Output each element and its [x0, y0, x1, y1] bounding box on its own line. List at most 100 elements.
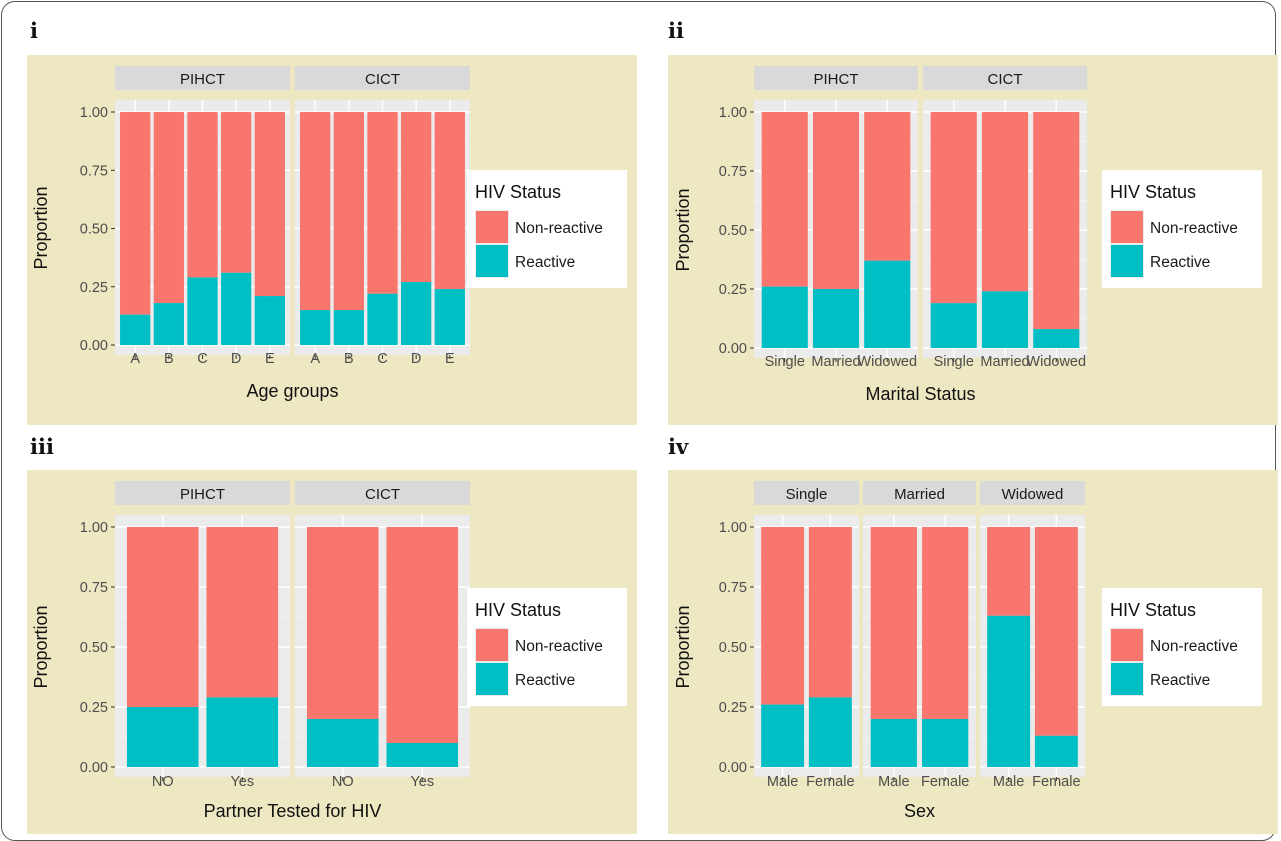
- x-tick-label: E: [265, 351, 275, 367]
- bar-segment-reactive: [120, 314, 151, 345]
- bar-segment-non-reactive: [120, 112, 151, 315]
- y-tick-label: 0.75: [80, 580, 108, 596]
- facet-strip: [295, 66, 470, 90]
- bar-segment-reactive: [1034, 735, 1078, 767]
- chart-panel-i: PIHCT A B C D E CICT A B C D E 0.00 0.25 0.50 0.75 1.00 A…: [27, 55, 637, 425]
- bar-segment-reactive: [126, 707, 199, 767]
- y-axis-title: Proportion: [673, 605, 693, 688]
- legend-title: HIV Status: [475, 600, 561, 620]
- x-tick-label: A: [310, 351, 320, 367]
- legend-entry-label: Reactive: [515, 672, 575, 689]
- facet-strip-label: CICT: [365, 486, 400, 503]
- x-tick-label: Single: [765, 354, 805, 370]
- bar-segment-reactive: [333, 310, 364, 345]
- facet-strip: [754, 66, 918, 90]
- x-tick-label: B: [344, 351, 354, 367]
- bar-segment-reactive: [1033, 329, 1080, 348]
- bar-segment-non-reactive: [333, 112, 364, 311]
- bar-segment-non-reactive: [1034, 527, 1078, 736]
- legend-title: HIV Status: [1110, 600, 1196, 620]
- bar-segment-reactive: [930, 303, 977, 348]
- legend-entry-label: Reactive: [1150, 672, 1210, 689]
- y-tick-label: 1.00: [80, 520, 108, 536]
- bar-segment-reactive: [761, 704, 805, 767]
- y-tick-label: 0.00: [719, 341, 747, 357]
- bar-segment-reactive: [761, 286, 808, 348]
- y-tick-label: 0.50: [719, 640, 747, 656]
- bar-segment-reactive: [864, 260, 911, 348]
- x-tick-label: NO: [152, 774, 174, 790]
- bar-segment-non-reactive: [367, 112, 398, 294]
- bar-segment-reactive: [981, 291, 1029, 348]
- y-tick-label: 0.25: [80, 700, 108, 716]
- facet-strip-label: PIHCT: [180, 71, 225, 88]
- facet-strip: [980, 481, 1085, 505]
- y-tick-label: 0.00: [719, 760, 747, 776]
- y-tick-label: 0.00: [80, 338, 108, 354]
- x-tick-label: Married: [811, 354, 860, 370]
- bar-segment-reactive: [386, 743, 459, 767]
- y-tick-label: 1.00: [719, 520, 747, 536]
- facet-strip-label: PIHCT: [814, 71, 859, 88]
- x-axis-title: Sex: [904, 801, 935, 821]
- legend-entry-label: Non-reactive: [1150, 220, 1238, 237]
- y-tick-label: 0.00: [80, 760, 108, 776]
- facet-strip: [863, 481, 976, 505]
- y-tick-label: 1.00: [80, 105, 108, 121]
- x-tick-label: Widowed: [1026, 354, 1086, 370]
- legend-key-reactive: [476, 245, 508, 277]
- x-tick-label: D: [411, 351, 421, 367]
- panel-label-iii: iii: [30, 434, 54, 459]
- x-tick-label: C: [377, 351, 387, 367]
- facet-strip: [115, 481, 290, 505]
- chart-panel-iii: PIHCT NO Yes CICT NO Yes 0.00 0.25 0.50 0.75 1.00 P…: [27, 470, 637, 834]
- x-tick-label: Male: [993, 774, 1024, 790]
- facet-strip-label: Widowed: [1002, 486, 1064, 503]
- bar-segment-non-reactive: [870, 527, 917, 719]
- bar-segment-non-reactive: [864, 112, 911, 261]
- bar-segment-reactive: [987, 615, 1031, 767]
- x-tick-label: Female: [1032, 774, 1080, 790]
- x-tick-label: D: [231, 351, 241, 367]
- bar-segment-non-reactive: [808, 527, 852, 698]
- bar-segment-non-reactive: [922, 527, 969, 719]
- bar-segment-reactive: [870, 719, 917, 767]
- bar-segment-non-reactive: [761, 527, 805, 705]
- x-tick-label: B: [164, 351, 174, 367]
- bar-segment-non-reactive: [761, 112, 808, 287]
- x-tick-label: A: [130, 351, 140, 367]
- x-tick-label: Widowed: [857, 354, 917, 370]
- x-tick-label: E: [445, 351, 455, 367]
- bar-segment-reactive: [812, 289, 860, 348]
- bar-segment-non-reactive: [254, 112, 285, 297]
- legend-key-non-reactive: [1111, 211, 1143, 243]
- y-tick-label: 0.75: [719, 164, 747, 180]
- bar-segment-non-reactive: [987, 527, 1031, 616]
- panel-label-i: i: [30, 18, 38, 43]
- bar-segment-non-reactive: [981, 112, 1029, 292]
- y-tick-label: 0.25: [719, 282, 747, 298]
- bar-segment-reactive: [221, 272, 252, 345]
- legend-entry-label: Reactive: [1150, 254, 1210, 271]
- bar-segment-reactive: [254, 296, 285, 345]
- y-tick-label: 0.75: [80, 163, 108, 179]
- facet-strip-label: Married: [894, 486, 945, 503]
- legend-title: HIV Status: [1110, 182, 1196, 202]
- x-tick-label: Female: [806, 774, 854, 790]
- legend-key-reactive: [1111, 663, 1143, 695]
- x-tick-label: Yes: [230, 774, 254, 790]
- facet-strip: [295, 481, 470, 505]
- legend-key-reactive: [476, 663, 508, 695]
- panel-label-ii: ii: [668, 18, 684, 43]
- y-tick-label: 0.25: [719, 700, 747, 716]
- y-tick-label: 0.25: [80, 280, 108, 296]
- legend-key-non-reactive: [1111, 629, 1143, 661]
- bar-segment-non-reactive: [221, 112, 252, 273]
- y-tick-label: 0.50: [80, 640, 108, 656]
- x-tick-label: Yes: [410, 774, 434, 790]
- bar-segment-non-reactive: [812, 112, 860, 289]
- x-tick-label: Single: [934, 354, 974, 370]
- bar-segment-non-reactive: [126, 527, 199, 707]
- bar-segment-non-reactive: [401, 112, 432, 283]
